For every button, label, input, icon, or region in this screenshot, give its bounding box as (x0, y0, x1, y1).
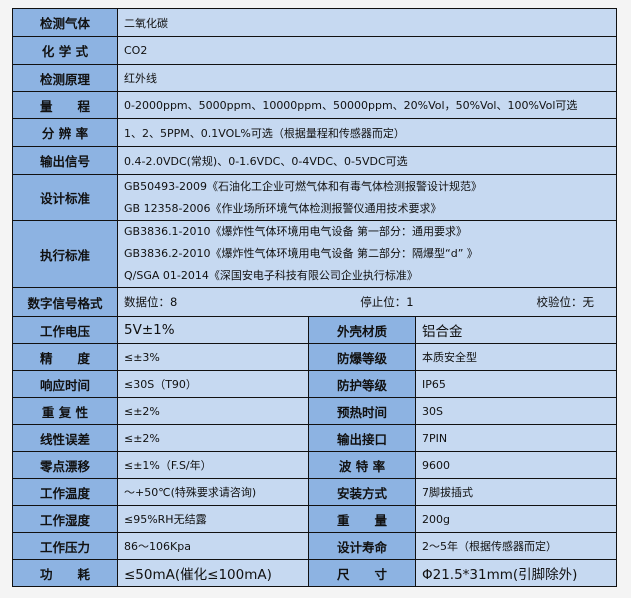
spec-value: 200g (415, 505, 617, 533)
spec-value: 9600 (415, 451, 617, 479)
standard-line: GB50493-2009《石油化工企业可燃气体和有毒气体检测报警设计规范》 (124, 179, 483, 193)
design-standard-row: 设计标准 GB50493-2009《石油化工企业可燃气体和有毒气体检测报警设计规范… (12, 174, 617, 221)
spec-value: 5V±1% (117, 316, 309, 344)
spec-row: 输出信号 0.4-2.0VDC(常规)、0-1.6VDC、0-4VDC、0-5VD… (12, 146, 617, 175)
spec-value: 86～106Kpa (117, 532, 309, 560)
spec-value: 1、2、5PPM、0.1VOL%可选（根据量程和传感器而定） (117, 118, 617, 147)
spec-pair-row: 重 复 性 ≤±2% 预热时间 30S (12, 397, 617, 425)
spec-value: IP65 (415, 370, 617, 398)
spec-label: 工作压力 (12, 532, 118, 560)
spec-label: 尺 寸 (308, 559, 416, 587)
spec-label: 外壳材质 (308, 316, 416, 344)
spec-pair-row: 工作湿度 ≤95%RH无结露重 量 200g (12, 505, 617, 533)
spec-row: 检测原理 红外线 (12, 64, 617, 92)
exec-standard-row: 执行标准 GB3836.1-2010《爆炸性气体环境用电气设备 第一部分：通用要求… (12, 220, 617, 288)
spec-label: 设计寿命 (308, 532, 416, 560)
spec-value: ≤50mA(催化≤100mA) (117, 559, 309, 587)
digital-signal-row: 数字信号格式 数据位：8 停止位：1 校验位：无 (12, 287, 617, 317)
standard-line: Q/SGA 01-2014《深国安电子科技有限公司企业执行标准》 (124, 269, 418, 282)
spec-row: 量 程 0-2000ppm、5000ppm、10000ppm、50000ppm、2… (12, 91, 617, 119)
parity: 校验位：无 (536, 295, 595, 309)
spec-label: 精 度 (12, 343, 118, 371)
spec-row: 分 辨 率 1、2、5PPM、0.1VOL%可选（根据量程和传感器而定） (12, 118, 617, 147)
spec-value: ≤±1%（F.S/年） (117, 451, 309, 479)
stop-bits: 停止位：1 (360, 295, 414, 309)
spec-value: 红外线 (117, 64, 617, 92)
spec-value: 0-2000ppm、5000ppm、10000ppm、50000ppm、20%V… (117, 91, 617, 119)
spec-pair-row: 精 度 ≤±3% 防爆等级 本质安全型 (12, 343, 617, 371)
spec-label: 线性误差 (12, 424, 118, 452)
spec-value: CO2 (117, 36, 617, 65)
spec-value: ≤±2% (117, 397, 309, 425)
standard-line: GB 12358-2006《作业场所环境气体检测报警仪通用技术要求》 (124, 201, 442, 215)
spec-row: 化 学 式 CO2 (12, 36, 617, 65)
spec-label: 数字信号格式 (12, 287, 118, 317)
spec-label: 检测原理 (12, 64, 118, 92)
spec-label: 防爆等级 (308, 343, 416, 371)
spec-label: 设计标准 (12, 174, 118, 221)
spec-value: 铝合金 (415, 316, 617, 344)
spec-value: ≤±2% (117, 424, 309, 452)
spec-label: 零点漂移 (12, 451, 118, 479)
spec-label: 输出接口 (308, 424, 416, 452)
spec-value: GB3836.1-2010《爆炸性气体环境用电气设备 第一部分：通用要求》 GB3… (117, 220, 617, 288)
spec-label: 输出信号 (12, 146, 118, 175)
spec-value: 0.4-2.0VDC(常规)、0-1.6VDC、0-4VDC、0-5VDC可选 (117, 146, 617, 175)
spec-pair-row: 工作温度 ～+50℃(特殊要求请咨询) 安装方式 7脚拔插式 (12, 478, 617, 506)
spec-label: 功 耗 (12, 559, 118, 587)
spec-label: 预热时间 (308, 397, 416, 425)
spec-value: 30S (415, 397, 617, 425)
spec-pair-row: 线性误差 ≤±2% 输出接口 7PIN (12, 424, 617, 452)
spec-value: ≤±3% (117, 343, 309, 371)
spec-label: 重 量 (308, 505, 416, 533)
spec-value: 7PIN (415, 424, 617, 452)
spec-pair-row: 工作电压 5V±1% 外壳材质 铝合金 (12, 316, 617, 344)
spec-label: 工作湿度 (12, 505, 118, 533)
spec-value: 二氧化碳 (117, 8, 617, 37)
spec-value: Φ21.5*31mm(引脚除外) (415, 559, 617, 587)
spec-pair-row: 响应时间 ≤30S（T90） 防护等级 IP65 (12, 370, 617, 398)
data-bits: 数据位：8 (124, 295, 178, 309)
spec-table: 检测气体 二氧化碳化 学 式 CO2 检测原理 红外线量 程 0-2000ppm、5000… (12, 8, 617, 587)
spec-value: ≤95%RH无结露 (117, 505, 309, 533)
spec-label: 安装方式 (308, 478, 416, 506)
spec-value: 本质安全型 (415, 343, 617, 371)
spec-label: 工作电压 (12, 316, 118, 344)
spec-label: 波 特 率 (308, 451, 416, 479)
spec-label: 执行标准 (12, 220, 118, 288)
spec-label: 检测气体 (12, 8, 118, 37)
spec-label: 防护等级 (308, 370, 416, 398)
spec-label: 工作温度 (12, 478, 118, 506)
spec-label: 重 复 性 (12, 397, 118, 425)
spec-pair-row: 工作压力 86～106Kpa 设计寿命 2～5年（根据传感器而定） (12, 532, 617, 560)
spec-value: 数据位：8 停止位：1 校验位：无 (117, 287, 617, 317)
spec-label: 分 辨 率 (12, 118, 118, 147)
spec-value: GB50493-2009《石油化工企业可燃气体和有毒气体检测报警设计规范》 GB … (117, 174, 617, 221)
spec-row: 检测气体 二氧化碳 (12, 8, 617, 37)
spec-value: 7脚拔插式 (415, 478, 617, 506)
standard-line: GB3836.2-2010《爆炸性气体环境用电气设备 第二部分：隔爆型“d” 》 (124, 247, 478, 260)
spec-label: 量 程 (12, 91, 118, 119)
spec-label: 响应时间 (12, 370, 118, 398)
spec-pair-row: 功 耗 ≤50mA(催化≤100mA) 尺 寸 Φ21.5*31mm(引脚除外) (12, 559, 617, 587)
spec-value: ～+50℃(特殊要求请咨询) (117, 478, 309, 506)
spec-pair-row: 零点漂移 ≤±1%（F.S/年）波 特 率 9600 (12, 451, 617, 479)
standard-line: GB3836.1-2010《爆炸性气体环境用电气设备 第一部分：通用要求》 (124, 225, 468, 238)
spec-value: 2～5年（根据传感器而定） (415, 532, 617, 560)
spec-value: ≤30S（T90） (117, 370, 309, 398)
spec-label: 化 学 式 (12, 36, 118, 65)
